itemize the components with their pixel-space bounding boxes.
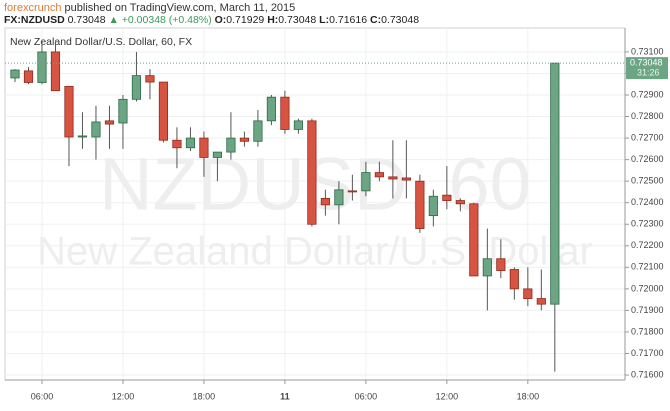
x-tick-label: 06:00 — [31, 391, 54, 401]
candle-body — [388, 176, 398, 180]
chart-label: New Zealand Dollar/U.S. Dollar, 60, FX — [10, 36, 192, 48]
candle-body — [442, 194, 452, 201]
y-tick-label: 0.71800 — [631, 326, 664, 336]
candle-body — [50, 51, 61, 92]
x-tick-label: 06:00 — [355, 391, 378, 401]
candle-body — [37, 51, 47, 83]
candle-body — [455, 200, 465, 205]
candle-body — [509, 269, 519, 290]
x-tick-label: 12:00 — [436, 391, 459, 401]
candle-body — [185, 137, 196, 149]
candle-body — [212, 151, 223, 158]
candle-body — [145, 75, 155, 83]
y-tick-label: 0.72100 — [631, 262, 664, 272]
candle-body — [428, 195, 438, 217]
candle-body — [401, 177, 411, 181]
change: ▲ +0.00348 (+0.48%) — [108, 14, 212, 26]
close-key: C: — [369, 14, 382, 26]
open-key: O: — [214, 14, 227, 26]
candle-body — [536, 298, 546, 305]
candle-body — [239, 137, 250, 142]
candle-body — [64, 85, 74, 138]
candle-body — [496, 258, 506, 271]
close-value: 0.73048 — [381, 14, 420, 26]
countdown: 31:26 — [637, 67, 660, 77]
candle-body — [523, 288, 533, 299]
candle-body — [374, 172, 384, 178]
x-tick-label: 11 — [280, 391, 290, 401]
candle-body — [104, 120, 115, 125]
symbol: FX:NZDUSD — [4, 14, 65, 26]
candle-body — [334, 189, 344, 206]
candle-body — [361, 172, 371, 192]
y-tick-label: 0.71600 — [631, 369, 664, 379]
y-tick-label: 0.72000 — [631, 283, 664, 293]
candle-body — [158, 81, 169, 141]
y-tick-label: 0.71700 — [631, 348, 664, 358]
candle-body — [320, 197, 330, 206]
candle-body — [77, 135, 88, 138]
last-price: 0.73048 — [67, 14, 106, 26]
last-price-tag — [626, 57, 668, 80]
candle-body — [469, 203, 479, 277]
symbol-line: FX:NZDUSD 0.73048 ▲ +0.00348 (+0.48%) O:… — [4, 14, 419, 26]
candle-body — [550, 62, 560, 305]
candle-body — [280, 96, 290, 130]
y-tick-label: 0.72200 — [631, 240, 664, 250]
y-tick-label: 0.72600 — [631, 154, 664, 164]
low-key: L: — [319, 14, 330, 26]
y-tick-label: 0.73100 — [631, 46, 664, 56]
candle-body — [23, 70, 34, 83]
watermark-name: New Zealand Dollar/U.S. Dollar — [37, 230, 593, 274]
y-tick-label: 0.72300 — [631, 219, 664, 229]
candle-body — [347, 190, 357, 193]
open-value: 0.71929 — [226, 14, 265, 26]
y-tick-label: 0.72400 — [631, 197, 664, 207]
low-value: 0.71616 — [329, 14, 368, 26]
candle-body — [293, 120, 303, 130]
y-tick-label: 0.72900 — [631, 89, 664, 99]
x-tick-label: 12:00 — [112, 391, 135, 401]
last-price-label: 0.73048 — [630, 57, 663, 67]
candle-body — [172, 139, 182, 149]
candle-body — [482, 258, 492, 277]
candle-body — [10, 69, 20, 79]
publish-text: published on TradingView.com, March 11, … — [64, 2, 296, 14]
x-tick-label: 18:00 — [517, 391, 540, 401]
author[interactable]: forexcrunch — [4, 2, 62, 14]
y-tick-label: 0.72800 — [631, 111, 664, 121]
candle-body — [266, 96, 276, 122]
high-key: H: — [267, 14, 279, 26]
candle-body — [226, 137, 236, 153]
candle-body — [118, 98, 128, 124]
candle-body — [131, 75, 142, 100]
y-tick-label: 0.72700 — [631, 132, 664, 142]
y-tick-label: 0.72500 — [631, 176, 664, 186]
high-value: 0.73048 — [278, 14, 317, 26]
candle-body — [307, 120, 317, 225]
candle-body — [253, 120, 263, 142]
y-tick-label: 0.71900 — [631, 305, 664, 315]
publish-line: forexcrunch published on TradingView.com… — [4, 2, 295, 14]
candle-body — [199, 137, 209, 158]
x-tick-label: 18:00 — [193, 391, 216, 401]
candle-body — [91, 121, 101, 138]
candle-body — [415, 180, 425, 229]
